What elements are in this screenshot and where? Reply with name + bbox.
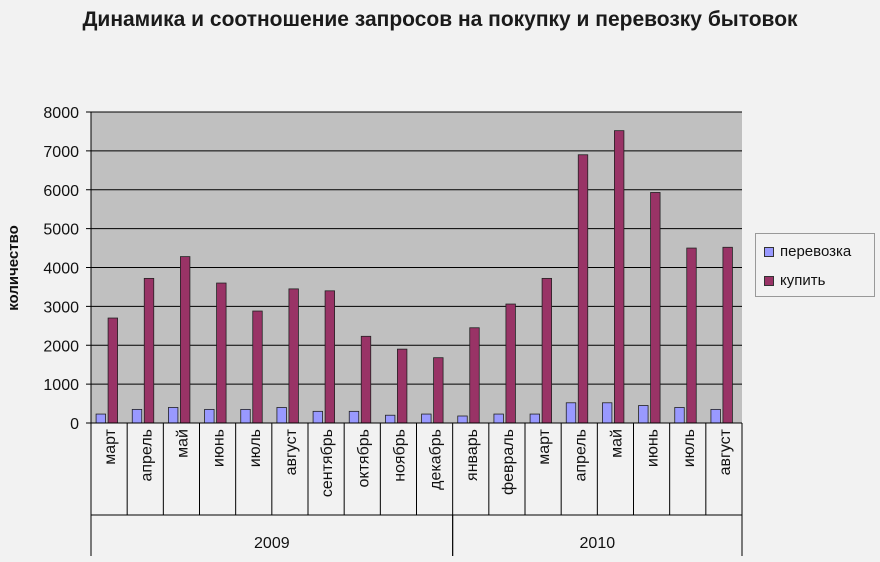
category-label: март xyxy=(102,428,119,464)
legend: перевозка купить xyxy=(755,233,875,297)
bar-transport xyxy=(493,413,504,424)
legend-label-transport: перевозка xyxy=(780,243,852,260)
y-tick-label: 1000 xyxy=(43,377,79,394)
bar-transport xyxy=(276,407,287,424)
category-label: февраль xyxy=(500,429,517,495)
category-label: январь xyxy=(464,429,481,481)
bar-buy xyxy=(433,357,444,424)
bar-transport xyxy=(95,413,106,424)
bar-transport xyxy=(168,407,179,424)
y-tick-label: 4000 xyxy=(43,261,79,278)
bar-buy xyxy=(505,303,516,424)
bar-buy xyxy=(180,256,191,424)
bar-buy xyxy=(722,246,733,424)
bar-buy xyxy=(143,277,155,424)
category-label: апрель xyxy=(572,429,589,482)
bar-buy xyxy=(650,192,661,424)
bar-buy xyxy=(216,282,227,424)
y-tick-label: 5000 xyxy=(43,222,79,239)
legend-swatch-buy xyxy=(764,275,774,286)
bar-transport xyxy=(674,407,685,424)
category-label: сентябрь xyxy=(319,429,336,497)
category-label: декабрь xyxy=(428,429,445,490)
bar-transport xyxy=(131,408,143,424)
chart-title: Динамика и соотношение запросов на покуп… xyxy=(82,8,798,31)
bar-buy xyxy=(469,327,480,424)
category-label: апрель xyxy=(138,429,155,482)
bar-transport xyxy=(348,410,360,424)
bar-transport xyxy=(204,408,215,424)
bar-transport xyxy=(710,408,721,424)
legend-item-transport: перевозка xyxy=(764,243,851,260)
y-tick-label: 7000 xyxy=(43,144,79,161)
y-axis-label: количество xyxy=(5,225,22,311)
bar-buy xyxy=(107,317,118,424)
group-label-2009: 2009 xyxy=(254,535,290,552)
bar-transport xyxy=(421,413,432,424)
group-label-2010: 2010 xyxy=(580,535,616,552)
category-label: август xyxy=(283,428,300,475)
bar-buy xyxy=(252,310,263,424)
category-label: июнь xyxy=(645,429,662,467)
bar-transport xyxy=(385,414,396,424)
y-tick-label: 0 xyxy=(70,416,79,433)
bar-transport xyxy=(312,410,323,424)
y-tick-label: 2000 xyxy=(43,338,79,355)
category-label: май xyxy=(174,429,191,458)
bar-buy xyxy=(577,154,589,424)
category-label: ноябрь xyxy=(391,429,408,482)
y-tick-label: 8000 xyxy=(43,105,79,122)
category-label: июль xyxy=(681,429,698,467)
bar-transport xyxy=(602,402,613,424)
bar-transport xyxy=(565,402,577,424)
bar-transport xyxy=(457,415,468,424)
category-label: март xyxy=(536,428,553,464)
legend-item-buy: купить xyxy=(764,272,825,289)
category-label: июнь xyxy=(211,429,228,467)
y-tick-label: 6000 xyxy=(43,183,79,200)
category-label: июль xyxy=(247,429,264,467)
bar-buy xyxy=(397,348,408,424)
y-tick-label: 3000 xyxy=(43,299,79,316)
bar-buy xyxy=(360,335,372,424)
bar-transport xyxy=(529,413,540,424)
bar-buy xyxy=(541,277,552,424)
legend-swatch-transport xyxy=(764,246,774,257)
category-label: август xyxy=(717,428,734,475)
category-label: октябрь xyxy=(355,429,372,487)
bar-transport xyxy=(638,405,649,424)
bar-buy xyxy=(686,247,697,424)
bar-buy xyxy=(288,288,299,424)
bar-transport xyxy=(240,408,251,424)
bar-buy xyxy=(614,130,625,424)
category-label: май xyxy=(608,429,625,458)
legend-label-buy: купить xyxy=(780,272,826,289)
bar-buy xyxy=(324,290,335,424)
